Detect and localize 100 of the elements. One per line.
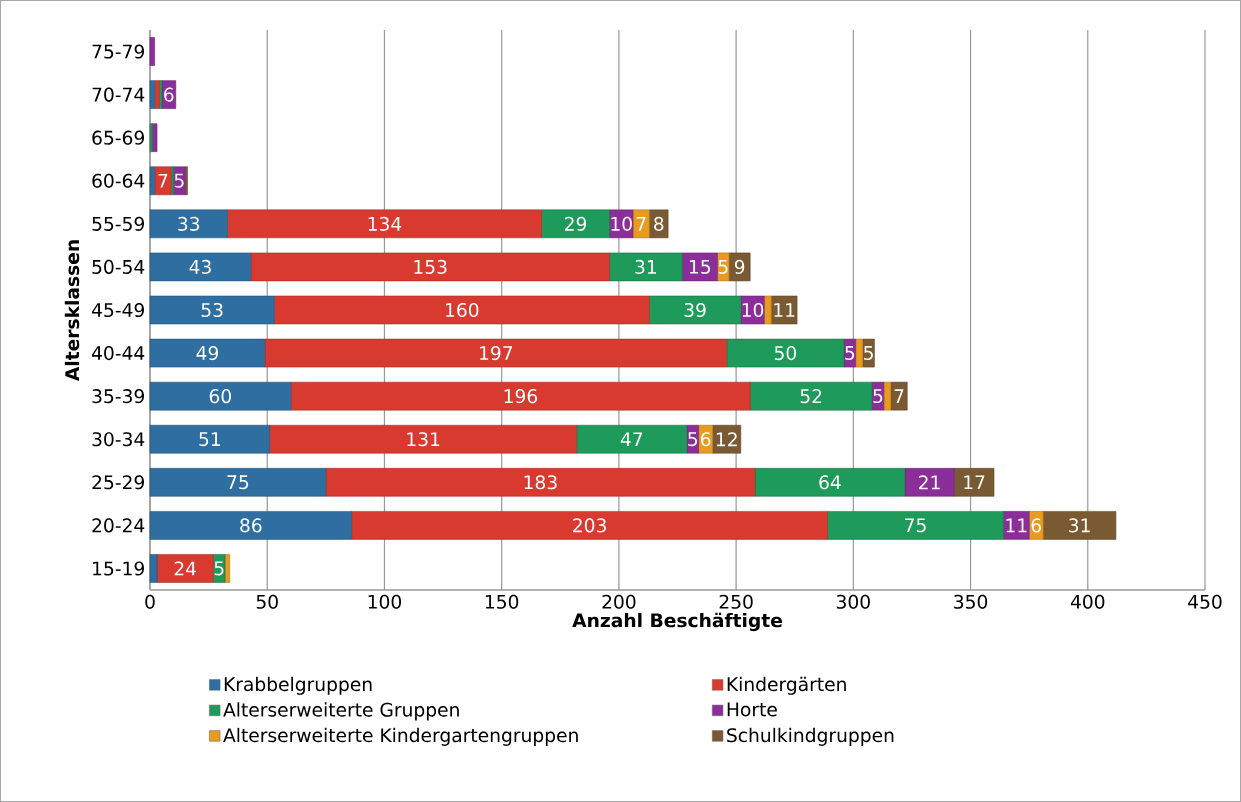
data-label: 49 — [196, 345, 219, 361]
bar — [149, 80, 155, 109]
bar — [149, 166, 155, 196]
bar — [152, 123, 158, 152]
data-label: 183 — [524, 475, 557, 490]
data-label: 5 — [873, 389, 883, 404]
data-label: 160 — [446, 302, 479, 318]
data-label: 5 — [214, 561, 224, 576]
y-tick-label: 50-54 — [92, 259, 145, 274]
legend-label: Krabbelgruppen — [224, 676, 372, 695]
y-tick-label: 75-79 — [92, 44, 144, 59]
data-label: 21 — [919, 475, 940, 490]
y-axis-title: Altersklassen — [64, 240, 80, 382]
bar — [541, 209, 610, 239]
data-label: 10 — [611, 216, 632, 231]
legend-label: Schulkindgruppen — [727, 727, 894, 746]
x-tick-label: 350 — [954, 594, 988, 609]
y-tick-label: 20-24 — [92, 518, 145, 533]
data-label: 86 — [240, 518, 262, 533]
bar — [754, 468, 906, 497]
data-label: 153 — [414, 259, 447, 274]
data-label: 203 — [573, 518, 606, 533]
bar — [149, 468, 327, 497]
data-label: 15 — [689, 259, 711, 274]
bar — [904, 468, 955, 497]
bar — [149, 511, 352, 540]
bar — [351, 511, 828, 540]
data-label: 6 — [1031, 518, 1041, 533]
x-tick-label: 300 — [836, 594, 870, 609]
bar — [274, 295, 650, 325]
data-label: 64 — [819, 475, 841, 490]
data-label: 196 — [504, 389, 538, 404]
data-label: 11 — [774, 303, 795, 317]
x-tick-label: 400 — [1070, 594, 1105, 609]
bar — [149, 123, 153, 152]
data-label: 197 — [480, 345, 513, 361]
bar — [576, 424, 688, 454]
x-tick-label: 100 — [368, 594, 402, 609]
bar — [269, 424, 577, 454]
bar — [726, 338, 845, 368]
data-label: 31 — [1069, 518, 1090, 533]
legend-label: Horte — [727, 702, 777, 717]
bar — [649, 295, 742, 325]
bar — [149, 381, 291, 411]
bar — [227, 209, 542, 239]
y-tick-label: 15-19 — [93, 561, 144, 576]
bar — [681, 252, 718, 282]
data-label: 6 — [701, 432, 711, 447]
x-tick-label: 450 — [1188, 594, 1222, 609]
data-label: 5 — [864, 346, 873, 361]
data-label: 7 — [636, 217, 646, 231]
data-label: 33 — [178, 216, 200, 231]
data-label: 75 — [905, 518, 926, 533]
data-label: 7 — [158, 173, 168, 188]
x-axis-title: Anzahl Beschäftigte — [572, 612, 782, 632]
legend-label: Kindergärten — [727, 676, 846, 695]
bar — [250, 252, 610, 282]
data-label: 7 — [894, 389, 904, 403]
data-label: 43 — [189, 259, 211, 274]
data-label: 17 — [964, 475, 985, 490]
bar — [1042, 511, 1117, 540]
bar — [763, 295, 772, 325]
x-tick-label: 150 — [485, 594, 519, 609]
y-tick-label: 40-44 — [91, 346, 145, 361]
data-label: 5 — [845, 346, 855, 361]
x-tick-label: 250 — [719, 594, 753, 609]
data-label: 9 — [734, 259, 745, 274]
y-tick-label: 35-39 — [92, 389, 144, 404]
y-tick-label: 25-29 — [92, 475, 144, 490]
bar — [325, 468, 756, 497]
data-label: 75 — [227, 475, 249, 490]
data-label: 53 — [201, 302, 223, 318]
bar — [771, 295, 798, 325]
bar — [149, 209, 228, 239]
bar — [290, 381, 751, 411]
data-label: 5 — [718, 259, 728, 274]
bar — [149, 295, 275, 325]
data-label: 12 — [716, 432, 737, 447]
bar — [728, 252, 751, 282]
data-label: 134 — [368, 216, 402, 231]
data-label: 29 — [565, 216, 587, 231]
bar — [149, 554, 158, 583]
x-tick-label: 0 — [145, 594, 155, 609]
legend-label: Alterserweiterte Kindergartengruppen — [223, 727, 578, 746]
bar — [749, 381, 873, 411]
legend-label: Alterserweiterte Gruppen — [223, 702, 459, 721]
bar — [154, 80, 160, 109]
bar — [1003, 511, 1030, 540]
bar — [883, 381, 892, 411]
data-label: 39 — [684, 302, 706, 318]
bar — [827, 511, 1004, 540]
x-tick-label: 50 — [256, 594, 278, 609]
bar — [740, 295, 765, 325]
data-label: 131 — [407, 432, 440, 447]
bar — [156, 554, 214, 583]
x-tick-label: 200 — [602, 594, 636, 609]
data-label: 11 — [1006, 518, 1027, 533]
bar — [154, 166, 172, 196]
y-tick-label: 70-74 — [92, 87, 145, 102]
data-label: 50 — [774, 345, 796, 361]
